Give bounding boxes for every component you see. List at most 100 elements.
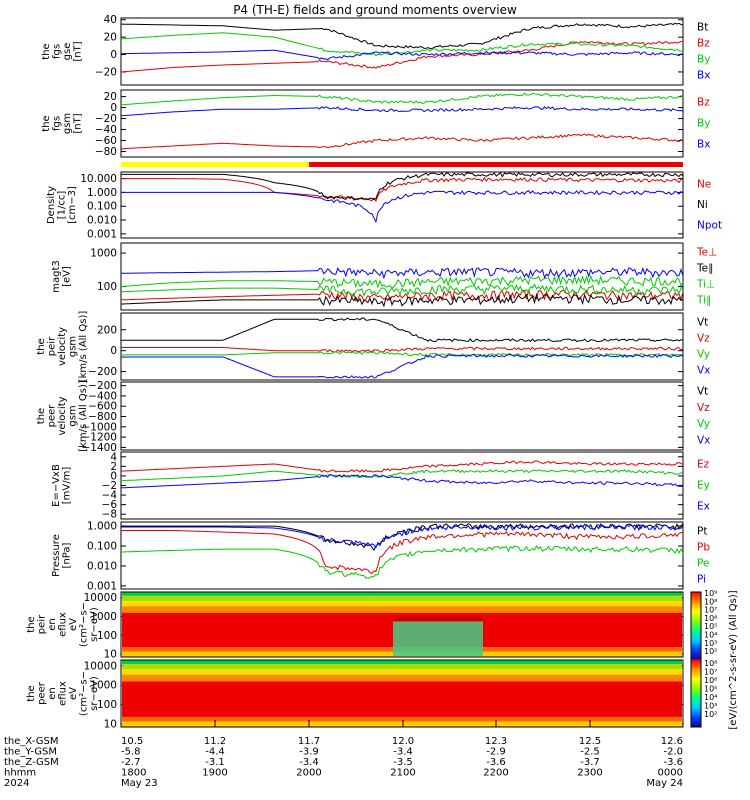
y-tick-label: 10000	[84, 660, 117, 672]
ephem-value: -3.4	[299, 757, 319, 768]
panel-frame	[120, 451, 684, 520]
legend-entry: Ne	[697, 178, 711, 190]
y-tick-label: −20	[95, 66, 117, 78]
legend-entry: By	[697, 118, 710, 130]
ephem-row-label: the_Y-GSM	[4, 747, 57, 758]
ephem-value: 2100	[390, 768, 415, 779]
legend-entry: Vt	[697, 386, 708, 398]
colorbar-tick: 10⁵	[704, 685, 717, 694]
series-Ti	[120, 267, 684, 280]
panel-frame	[120, 521, 684, 590]
legend-entry: Npot	[697, 220, 722, 232]
y-axis-label: [cm−3]	[67, 186, 78, 224]
y-axis-label: en	[47, 687, 58, 700]
panel-pressure: 1.000 0.100 0.010 0.001 Pressure [nPa] Pt Pb Pe P…	[51, 521, 710, 593]
status-bar-yellow	[121, 162, 309, 167]
y-axis-label: peer	[47, 404, 58, 428]
y-axis-label: velocity	[57, 396, 68, 435]
legend-entry: Ez	[697, 459, 710, 471]
ephem-value: May 24	[646, 778, 683, 789]
y-axis-label: Pressure	[51, 534, 62, 577]
colorbar-tick: 10²	[704, 647, 717, 656]
ephem-value: -4.4	[205, 747, 225, 758]
heatmap-band	[122, 681, 682, 717]
colorbar-label: [eV/(cm^2-s-sr-eV) (All Qs)]	[728, 590, 739, 729]
heatmap-region	[393, 621, 483, 656]
heatmap-band	[122, 669, 682, 675]
ephem-row-label: hhmm	[4, 768, 36, 779]
ephem-value: 2200	[483, 768, 508, 779]
legend-entry: Pi	[697, 573, 706, 585]
y-axis-label: eflux	[58, 681, 69, 706]
y-axis-label: [1/cc]	[57, 191, 68, 220]
ephem-value: 11.7	[298, 736, 320, 747]
panel-frame	[120, 89, 684, 158]
y-tick-label: −1200	[81, 432, 117, 444]
ephem-value: -3.5	[393, 757, 413, 768]
heatmap-band	[122, 592, 682, 596]
y-tick-label: 1000	[90, 248, 117, 260]
y-tick-label: −40	[95, 124, 117, 136]
y-axis-label: (cm²−s−	[79, 602, 90, 647]
series-Ez	[120, 460, 684, 473]
y-axis-label: the	[36, 408, 47, 424]
y-tick-label: 40	[104, 14, 117, 26]
ephem-value: -3.1	[205, 757, 225, 768]
ephemeris: the_X-GSM 10.5 11.2 11.7 12.0 12.3 12.5 12.6 the…	[4, 736, 683, 789]
y-tick-label: 100	[97, 630, 117, 642]
panel-frame	[120, 312, 684, 381]
y-tick-label: 20	[104, 91, 117, 103]
y-tick-label: −8	[102, 509, 117, 521]
y-tick-label: −200	[88, 366, 117, 378]
y-axis-label: [mV/m]	[62, 467, 73, 505]
ephem-value: -3.6	[486, 757, 506, 768]
y-tick-label: −200	[88, 380, 117, 392]
status-bar-red	[309, 162, 683, 167]
ephem-value: 10.5	[121, 736, 143, 747]
y-axis-label: the	[41, 43, 52, 59]
y-axis-label: en	[47, 618, 58, 631]
legend-entry: Pb	[697, 542, 710, 554]
series-Ni	[121, 172, 684, 201]
legend-entry: Vx	[697, 434, 710, 446]
colorbar-tick: 10⁴	[704, 631, 717, 640]
y-axis-label: sr−eV)	[89, 607, 100, 642]
legend-entry: Pt	[697, 526, 707, 538]
y-tick-label: 0.001	[87, 228, 117, 240]
ephem-value: -3.4	[393, 747, 413, 758]
y-axis-label: [km/s (All Qs)]	[78, 311, 89, 383]
series-Vy	[121, 350, 684, 357]
colorbar: 10⁹10⁸10⁷10⁶10⁵10⁴10³10²10⁸10⁷10⁶10⁵10⁴1…	[690, 589, 739, 730]
ephem-row-label: 2024	[4, 778, 29, 789]
colorbar-tick: 10⁴	[704, 693, 717, 702]
y-axis-label: velocity	[57, 327, 68, 366]
ephem-value: -2.7	[121, 757, 141, 768]
series-Pi	[121, 523, 684, 549]
y-tick-label: −6	[102, 499, 118, 511]
panel-peir_en_eflux: 10000 1000 100 10 the peir en eflux eV (cm²−s− sr−…	[26, 591, 684, 661]
y-tick-label: 2	[110, 461, 117, 473]
colorbar-tick: 10⁸	[704, 659, 717, 668]
series-Te∥	[120, 292, 684, 308]
ephem-value: -2.5	[580, 747, 600, 758]
ephem-value: -5.8	[121, 747, 141, 758]
panel-fgs_gsm: 200−20−40−60−80 the fgs gsm [nT] Bz By Bx	[41, 89, 710, 158]
ephem-value: 2300	[577, 768, 602, 779]
ephem-value: -2.9	[486, 747, 506, 758]
y-axis-label: E=−VxB	[51, 464, 62, 507]
series-Pt	[121, 523, 684, 552]
panel-frame	[120, 171, 684, 239]
colorbar-tick: 10⁵	[704, 622, 717, 631]
y-tick-label: 0.001	[87, 580, 117, 592]
y-tick-label: 0	[110, 345, 117, 357]
y-tick-label: −60	[95, 135, 117, 147]
legend-entry: Te∥	[696, 263, 713, 275]
panel-fgs_gse: 40 20 0 −20 the fgs gse [nT] Bt Bz By Bx	[41, 14, 710, 86]
y-axis-label: magt3	[51, 260, 62, 293]
colorbar-tick: 10⁷	[704, 668, 717, 677]
y-tick-label: 10	[104, 649, 117, 661]
heatmap-band	[122, 664, 682, 670]
y-axis-label: (cm²−s−	[79, 671, 90, 716]
ephem-value: 12.3	[485, 736, 507, 747]
